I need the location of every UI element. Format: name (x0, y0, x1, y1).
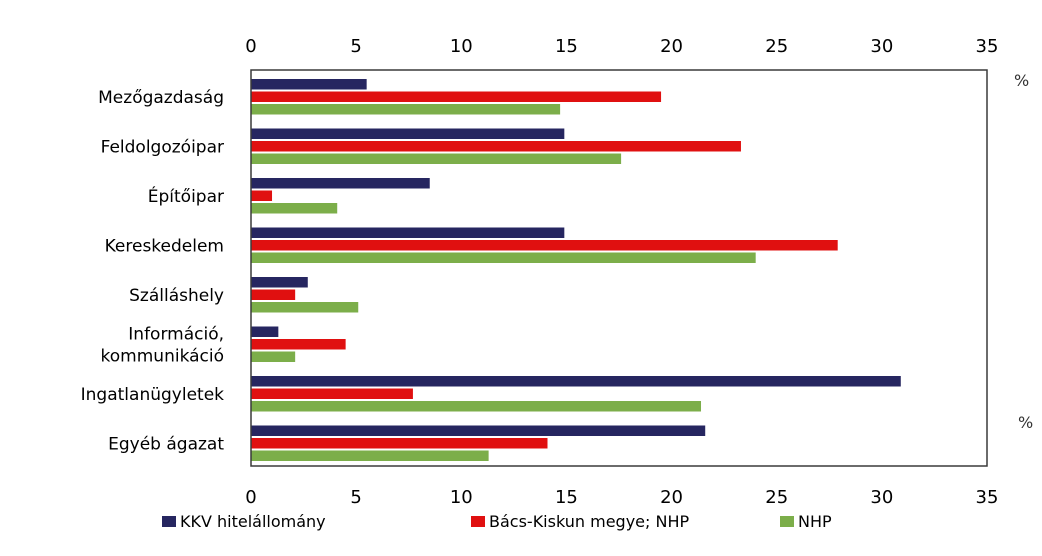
bar (251, 277, 308, 288)
bottom-tick-label: 15 (555, 487, 578, 508)
bar (251, 128, 565, 139)
bar (251, 252, 756, 263)
bottom-tick-label: 35 (976, 487, 999, 508)
top-axis-ticks: 0 5 10 15 20 25 30 35 (245, 36, 998, 57)
bar (251, 302, 359, 313)
plot-frame (250, 69, 988, 467)
bar (251, 79, 367, 90)
legend-swatch (162, 516, 176, 527)
bar (251, 326, 279, 337)
category-label: Kereskedelem (105, 236, 224, 256)
bottom-tick-label: 0 (245, 487, 256, 508)
bar (251, 450, 489, 461)
legend-swatch (780, 516, 794, 527)
bar (251, 141, 741, 152)
top-tick-label: 20 (660, 36, 683, 57)
bottom-tick-label: 5 (350, 487, 361, 508)
bar (251, 425, 706, 436)
bar (251, 153, 622, 164)
category-label: kommunikáció (101, 346, 224, 366)
legend: KKV hitelállomány Bács-Kiskun megye; NHP N… (162, 512, 832, 531)
bar (251, 240, 838, 251)
category-label: Feldolgozóipar (101, 137, 224, 157)
unit-label-top: % (1014, 71, 1029, 90)
category-label: Építőipar (148, 185, 224, 207)
bar (251, 91, 662, 102)
bar (251, 351, 296, 362)
bottom-axis-ticks: 0 5 10 15 20 25 30 35 (245, 487, 998, 508)
bar (251, 104, 561, 115)
category-label: Egyéb ágazat (108, 434, 224, 454)
top-tick-label: 25 (765, 36, 788, 57)
bar (251, 388, 413, 399)
top-tick-label: 5 (350, 36, 361, 57)
bottom-tick-label: 25 (765, 487, 788, 508)
bar (251, 178, 430, 189)
bottom-tick-label: 10 (450, 487, 473, 508)
category-label: Ingatlanügyletek (81, 385, 225, 405)
bar (251, 401, 702, 412)
bar (251, 339, 346, 350)
top-tick-label: 0 (245, 36, 256, 57)
bottom-tick-label: 30 (870, 487, 893, 508)
legend-label: Bács-Kiskun megye; NHP (489, 512, 689, 531)
legend-label: KKV hitelállomány (180, 512, 326, 531)
bar (251, 190, 273, 201)
category-label: Szálláshely (129, 286, 224, 306)
legend-label: NHP (798, 512, 832, 531)
category-labels: Mezőgazdaság Feldolgozóipar Építőipar Keres… (81, 88, 225, 455)
top-tick-label: 30 (870, 36, 893, 57)
top-tick-label: 10 (450, 36, 473, 57)
top-tick-label: 35 (976, 36, 999, 57)
bottom-tick-label: 20 (660, 487, 683, 508)
unit-label-bottom: % (1018, 413, 1033, 432)
bars (251, 79, 901, 461)
bar (251, 227, 565, 238)
bar (251, 376, 901, 387)
bar (251, 203, 338, 214)
bar (251, 289, 296, 300)
bar (251, 438, 548, 449)
category-label: Mezőgazdaság (98, 88, 224, 108)
top-tick-label: 15 (555, 36, 578, 57)
legend-swatch (471, 516, 485, 527)
category-label: Információ, (128, 324, 224, 344)
